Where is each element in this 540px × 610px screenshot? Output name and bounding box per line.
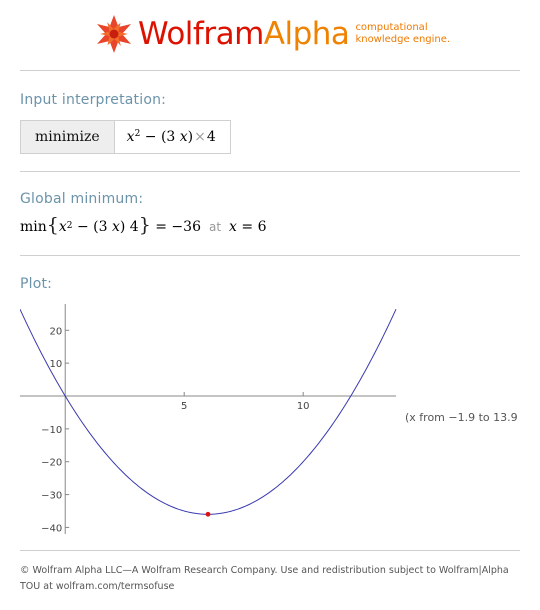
brand-tagline: computational knowledge engine. [355, 22, 450, 46]
function-plot: 5 10 20 10 −10 −20 −30 −40 [20, 304, 397, 534]
plot-series [20, 309, 397, 517]
expr-exponent: 2 [134, 129, 141, 139]
left-brace: { [46, 214, 59, 236]
expr-four: 4 [206, 129, 216, 145]
footer: © Wolfram Alpha LLC—A Wolfram Research C… [20, 563, 509, 595]
input-interpretation-title: Input interpretation: [20, 92, 167, 108]
y-tick-label: 10 [49, 359, 62, 370]
plot-title: Plot: [20, 276, 53, 292]
footer-line2[interactable]: TOU at wolfram.com/termsofuse [20, 581, 175, 592]
result-middle: − (3 [72, 219, 112, 235]
footer-line1: © Wolfram Alpha LLC—A Wolfram Research C… [20, 565, 509, 576]
divider [20, 255, 520, 256]
divider [20, 550, 520, 551]
result-exponent: 2 [66, 221, 73, 231]
times-sign: × [194, 129, 206, 145]
global-minimum-title: Global minimum: [20, 191, 144, 207]
brand-name: WolframAlpha [138, 15, 350, 52]
x-tick-label: 5 [181, 401, 187, 412]
divider [20, 70, 520, 71]
brand-alpha: Alpha [263, 15, 350, 52]
expr-var: x [126, 129, 135, 145]
y-tick-label: −20 [41, 458, 62, 469]
minimum-point [205, 511, 211, 517]
expr-var-2: x [179, 129, 188, 145]
wolfram-alpha-logo[interactable]: WolframAlpha computational knowledge eng… [94, 12, 450, 56]
expr-minus: − (3 [140, 129, 180, 145]
wolfram-spikey-star-icon [97, 15, 131, 53]
tagline-line2: knowledge engine. [355, 34, 451, 45]
right-brace: } [138, 214, 151, 236]
plot-axes: 5 10 20 10 −10 −20 −30 −40 [20, 304, 396, 534]
command-cell: minimize [21, 121, 115, 153]
minimum-value: = −36 [150, 219, 201, 235]
y-tick-label: −40 [41, 523, 62, 534]
y-tick-label: −30 [41, 491, 62, 502]
result-var: x [58, 219, 67, 235]
at-var: x [229, 219, 237, 235]
result-tail: ) 4 [119, 219, 139, 235]
tagline-line1: computational [355, 22, 428, 33]
at-value: = 6 [236, 219, 267, 235]
y-tick-label: 20 [49, 326, 62, 337]
y-tick-label: −10 [41, 425, 62, 436]
brand-wolfram: Wolfram [138, 15, 264, 52]
global-minimum-result: min{x 2 − (3 x) 4} = −36 at x = 6 [20, 214, 267, 236]
result-var-2: x [111, 219, 120, 235]
divider [20, 171, 520, 172]
expr-close: ) [187, 129, 194, 145]
at-word: at [208, 220, 222, 234]
function-curve [20, 309, 397, 515]
plot-range-note: (x from −1.9 to 13.9 [405, 411, 518, 424]
min-label: min [20, 219, 47, 235]
x-tick-label: 10 [297, 401, 310, 412]
